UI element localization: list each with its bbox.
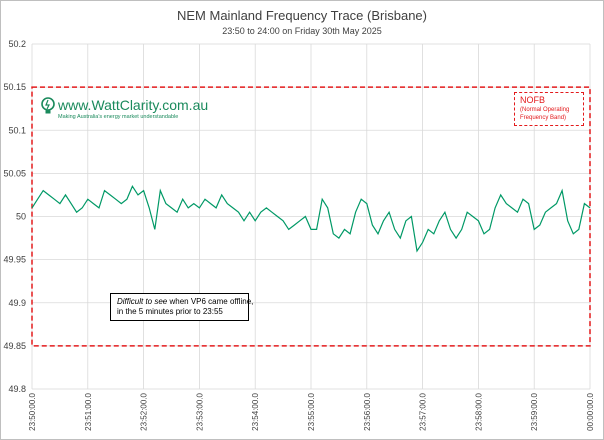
note-text-line2: in the 5 minutes prior to 23:55 <box>117 307 223 316</box>
y-tick-label: 50 <box>16 212 26 222</box>
y-tick-label: 50.05 <box>3 168 26 178</box>
y-tick-label: 49.85 <box>3 341 26 351</box>
x-tick-label: 23:52:00.0 <box>140 392 149 430</box>
x-tick-label: 23:54:00.0 <box>251 392 260 430</box>
logo-text: www.WattClarity.com.au <box>58 97 209 113</box>
x-tick-label: 00:00:00.0 <box>586 392 595 430</box>
nofb-label: NOFB <box>520 95 546 105</box>
y-tick-label: 49.8 <box>8 384 26 394</box>
x-tick-label: 23:55:00.0 <box>307 392 316 430</box>
y-tick-label: 49.95 <box>3 255 26 265</box>
note-italic-text: Difficult to see <box>117 297 168 306</box>
gridlines <box>31 43 591 390</box>
x-tick-label: 23:57:00.0 <box>419 392 428 430</box>
x-tick-label: 23:50:00.0 <box>28 392 37 430</box>
nofb-label-box: NOFB (Normal Operating Frequency Band) <box>514 92 584 126</box>
lightbulb-icon <box>41 97 55 114</box>
x-tick-label: 23:53:00.0 <box>195 392 204 430</box>
annotation-note: Difficult to see when VP6 came offline, … <box>110 293 253 321</box>
x-tick-labels: 23:50:00.0 23:51:00.0 23:52:00.0 23:53:00.0… <box>28 392 595 430</box>
y-tick-labels: 50.2 50.15 50.1 50.05 50 49.95 49.9 49.85 49.8 <box>3 39 26 394</box>
x-tick-label: 23:56:00.0 <box>363 392 372 430</box>
frequency-series-line <box>31 185 591 253</box>
chart-subtitle: 23:50 to 24:00 on Friday 30th May 2025 <box>222 26 382 36</box>
y-tick-label: 49.9 <box>8 298 26 308</box>
y-tick-label: 50.2 <box>8 39 26 49</box>
nofb-sublabel: (Normal Operating Frequency Band) <box>520 107 570 121</box>
chart-title: NEM Mainland Frequency Trace (Brisbane) <box>177 8 427 23</box>
logo-tagline: Making Australia's energy market underst… <box>58 114 179 120</box>
x-tick-label: 23:59:00.0 <box>530 392 539 430</box>
x-tick-label: 23:51:00.0 <box>84 392 93 430</box>
note-text: when VP6 came offline, <box>167 297 254 306</box>
y-tick-label: 50.1 <box>8 125 26 135</box>
y-tick-label: 50.15 <box>3 82 26 92</box>
nofb-band-box <box>31 86 591 347</box>
x-tick-label: 23:58:00.0 <box>474 392 483 430</box>
